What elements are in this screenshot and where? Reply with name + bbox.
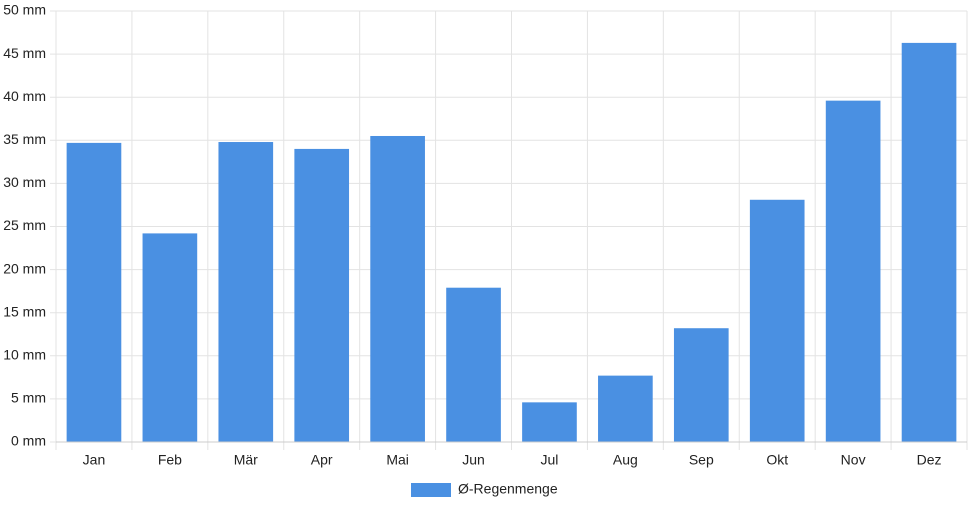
x-tick-label: Dez — [917, 452, 942, 468]
bar — [522, 402, 577, 442]
bar — [66, 142, 122, 443]
legend-label: Ø-Regenmenge — [458, 481, 558, 497]
y-tick-label: 40 mm — [3, 88, 46, 104]
y-tick-label: 45 mm — [3, 45, 46, 61]
x-tick-label: Jul — [541, 452, 559, 468]
y-tick-label: 35 mm — [3, 131, 46, 147]
bar — [218, 142, 274, 443]
y-tick-label: 20 mm — [3, 260, 46, 276]
x-tick-label: Jun — [462, 452, 485, 468]
x-tick-label: Nov — [841, 452, 866, 468]
bar — [294, 148, 350, 443]
bar — [825, 100, 881, 442]
y-tick-label: 25 mm — [3, 217, 46, 233]
x-tick-label: Okt — [766, 452, 788, 468]
legend-swatch — [411, 483, 451, 497]
bar — [142, 233, 198, 442]
bar — [901, 42, 957, 442]
bar — [598, 375, 653, 442]
x-tick-label: Feb — [158, 452, 182, 468]
bar — [370, 135, 425, 443]
y-tick-label: 15 mm — [3, 303, 46, 319]
x-tick-label: Aug — [613, 452, 638, 468]
y-tick-label: 10 mm — [3, 347, 46, 363]
bar — [673, 328, 729, 442]
y-tick-label: 5 mm — [11, 390, 46, 406]
x-tick-label: Mär — [234, 452, 258, 468]
bar — [446, 287, 501, 442]
x-tick-label: Mai — [386, 452, 409, 468]
y-tick-label: 30 mm — [3, 174, 46, 190]
x-tick-label: Sep — [689, 452, 714, 468]
x-tick-label: Apr — [311, 452, 333, 468]
y-tick-label: 0 mm — [11, 433, 46, 449]
x-tick-label: Jan — [83, 452, 106, 468]
bar — [749, 199, 805, 442]
y-tick-label: 50 mm — [3, 2, 46, 18]
